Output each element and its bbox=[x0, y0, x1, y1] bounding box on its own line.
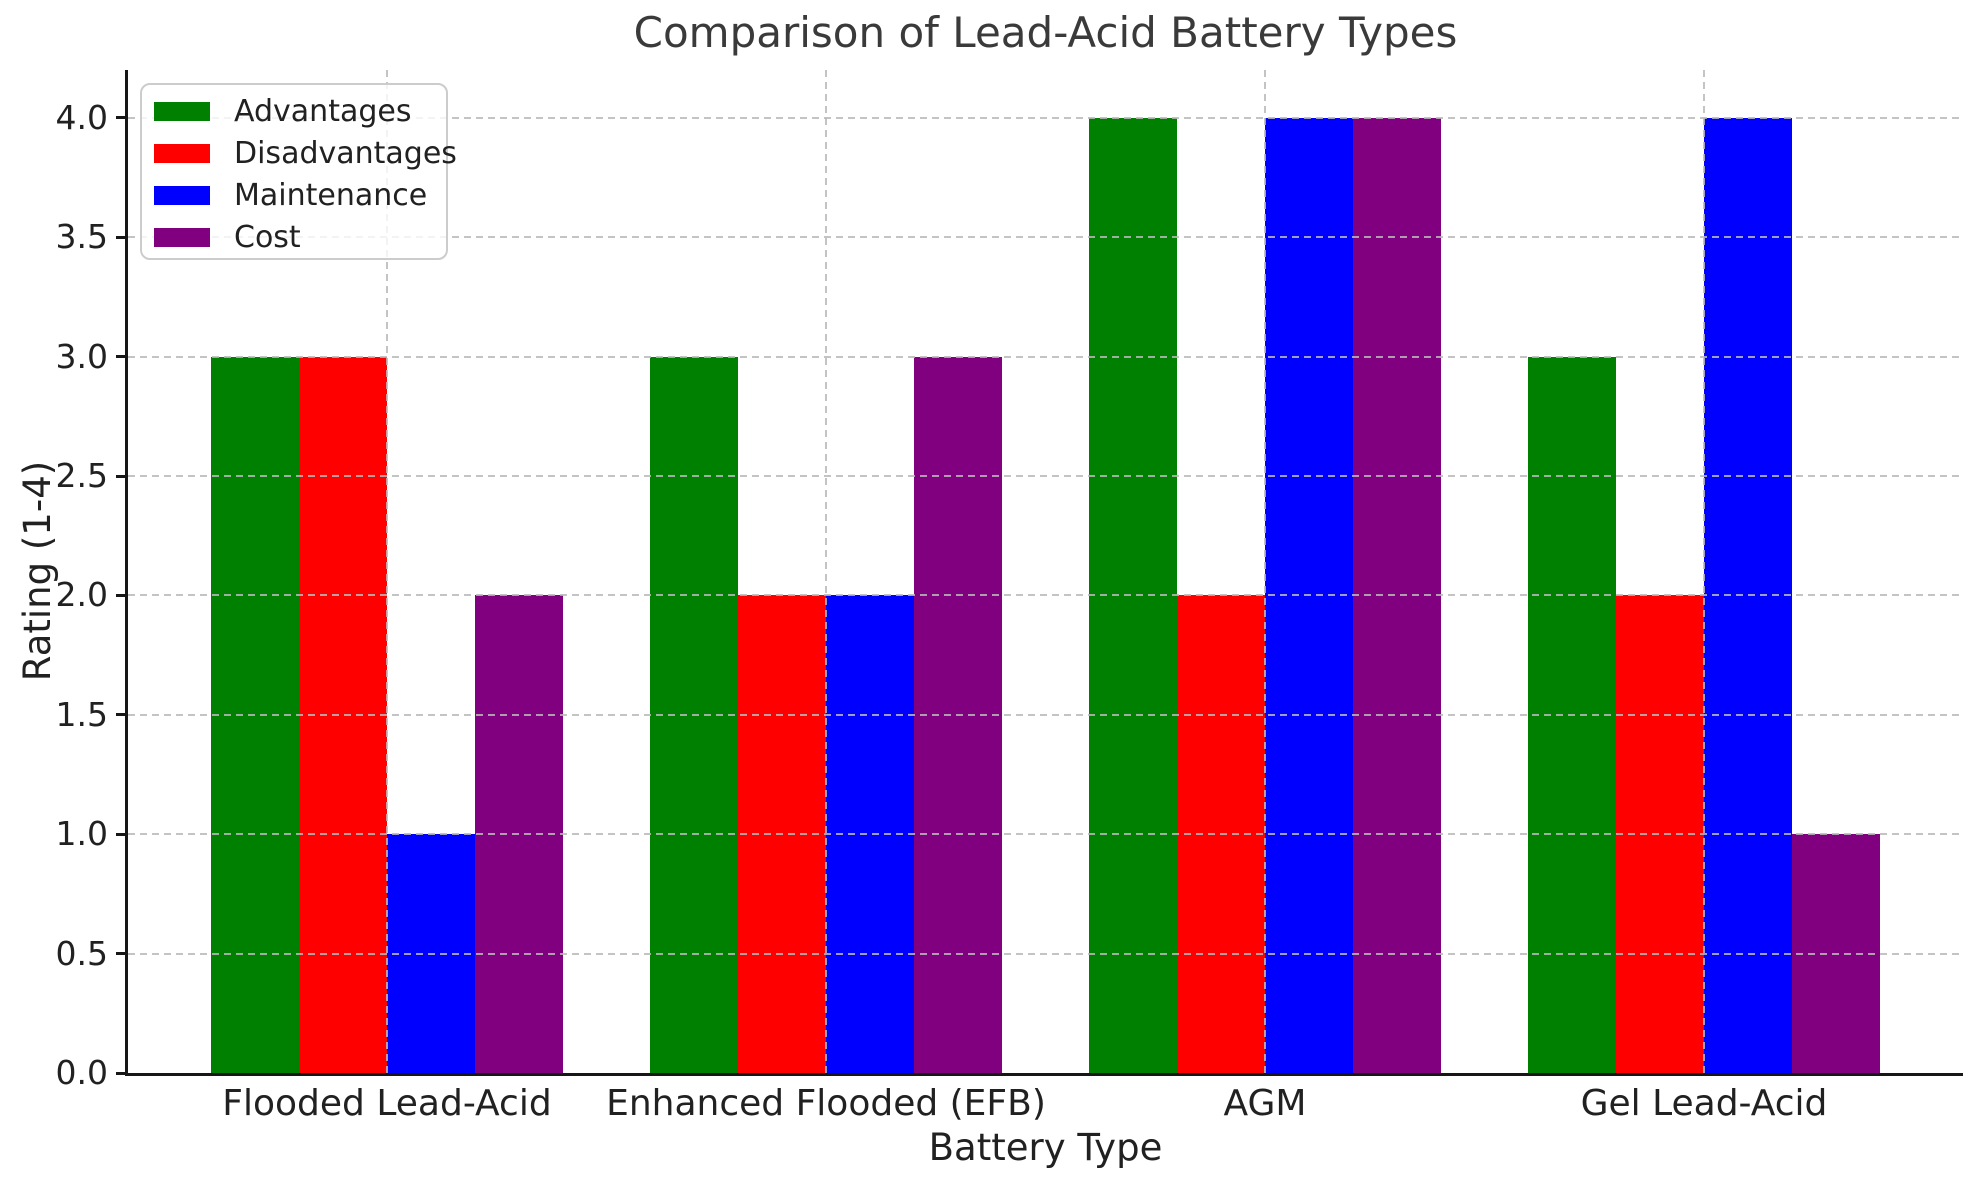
legend-label: Advantages bbox=[234, 93, 412, 129]
y-tick-mark bbox=[116, 593, 125, 597]
legend-swatch bbox=[154, 185, 210, 205]
legend-item: Advantages bbox=[154, 90, 446, 132]
x-axis-label: Battery Type bbox=[928, 1126, 1163, 1169]
gridline-vertical bbox=[386, 70, 388, 1073]
gridline-horizontal bbox=[128, 833, 1963, 836]
x-tick-label: AGM bbox=[1223, 1083, 1307, 1124]
y-tick-mark bbox=[116, 952, 125, 956]
grid-layer bbox=[128, 70, 1963, 1073]
legend-item: Cost bbox=[154, 216, 446, 258]
legend-label: Cost bbox=[234, 219, 301, 255]
y-tick-label: 0.0 bbox=[55, 1053, 108, 1092]
x-tick-label: Enhanced Flooded (EFB) bbox=[606, 1083, 1046, 1124]
legend-label: Maintenance bbox=[234, 177, 428, 213]
y-tick-mark bbox=[116, 355, 125, 359]
y-axis-label: Rating (1-4) bbox=[16, 460, 59, 682]
y-tick-mark bbox=[116, 116, 125, 120]
gridline-horizontal bbox=[128, 116, 1963, 119]
gridline-horizontal bbox=[128, 355, 1963, 358]
legend-swatch bbox=[154, 227, 210, 247]
chart-title: Comparison of Lead-Acid Battery Types bbox=[633, 8, 1458, 57]
x-tick-label: Gel Lead-Acid bbox=[1580, 1083, 1828, 1124]
y-tick-label: 1.5 bbox=[55, 694, 108, 734]
y-tick-mark bbox=[116, 832, 125, 836]
legend-swatch bbox=[154, 101, 210, 121]
gridline-horizontal bbox=[128, 952, 1963, 955]
y-tick-label: 4.0 bbox=[55, 97, 108, 137]
gridline-horizontal bbox=[128, 475, 1963, 477]
gridline-vertical bbox=[825, 70, 827, 1073]
legend-label: Disadvantages bbox=[234, 135, 457, 171]
y-tick-mark bbox=[116, 235, 125, 239]
y-tick-label: 3.5 bbox=[55, 217, 108, 257]
y-tick-label: 2.0 bbox=[55, 575, 108, 615]
y-tick-label: 3.0 bbox=[55, 336, 108, 376]
plot-area bbox=[125, 70, 1963, 1076]
gridline-horizontal bbox=[128, 236, 1963, 239]
y-tick-mark bbox=[116, 474, 125, 478]
legend-item: Disadvantages bbox=[154, 132, 457, 174]
y-tick-label: 1.0 bbox=[55, 814, 108, 854]
y-tick-label: 2.5 bbox=[55, 456, 108, 495]
gridline-horizontal bbox=[128, 594, 1963, 597]
y-tick-mark bbox=[116, 1071, 125, 1075]
legend: Advantages Disadvantages Maintenance Cost bbox=[140, 83, 457, 260]
legend-item: Maintenance bbox=[154, 174, 446, 216]
x-tick-label: Flooded Lead-Acid bbox=[222, 1083, 552, 1124]
legend-swatch bbox=[154, 143, 210, 163]
gridline-horizontal bbox=[128, 713, 1963, 716]
legend-items: Advantages Disadvantages Maintenance Cost bbox=[154, 90, 457, 258]
gridline-vertical bbox=[1264, 70, 1266, 1073]
gridline-vertical bbox=[1703, 70, 1705, 1073]
y-tick-label: 0.5 bbox=[55, 933, 108, 973]
y-tick-mark bbox=[116, 713, 125, 717]
